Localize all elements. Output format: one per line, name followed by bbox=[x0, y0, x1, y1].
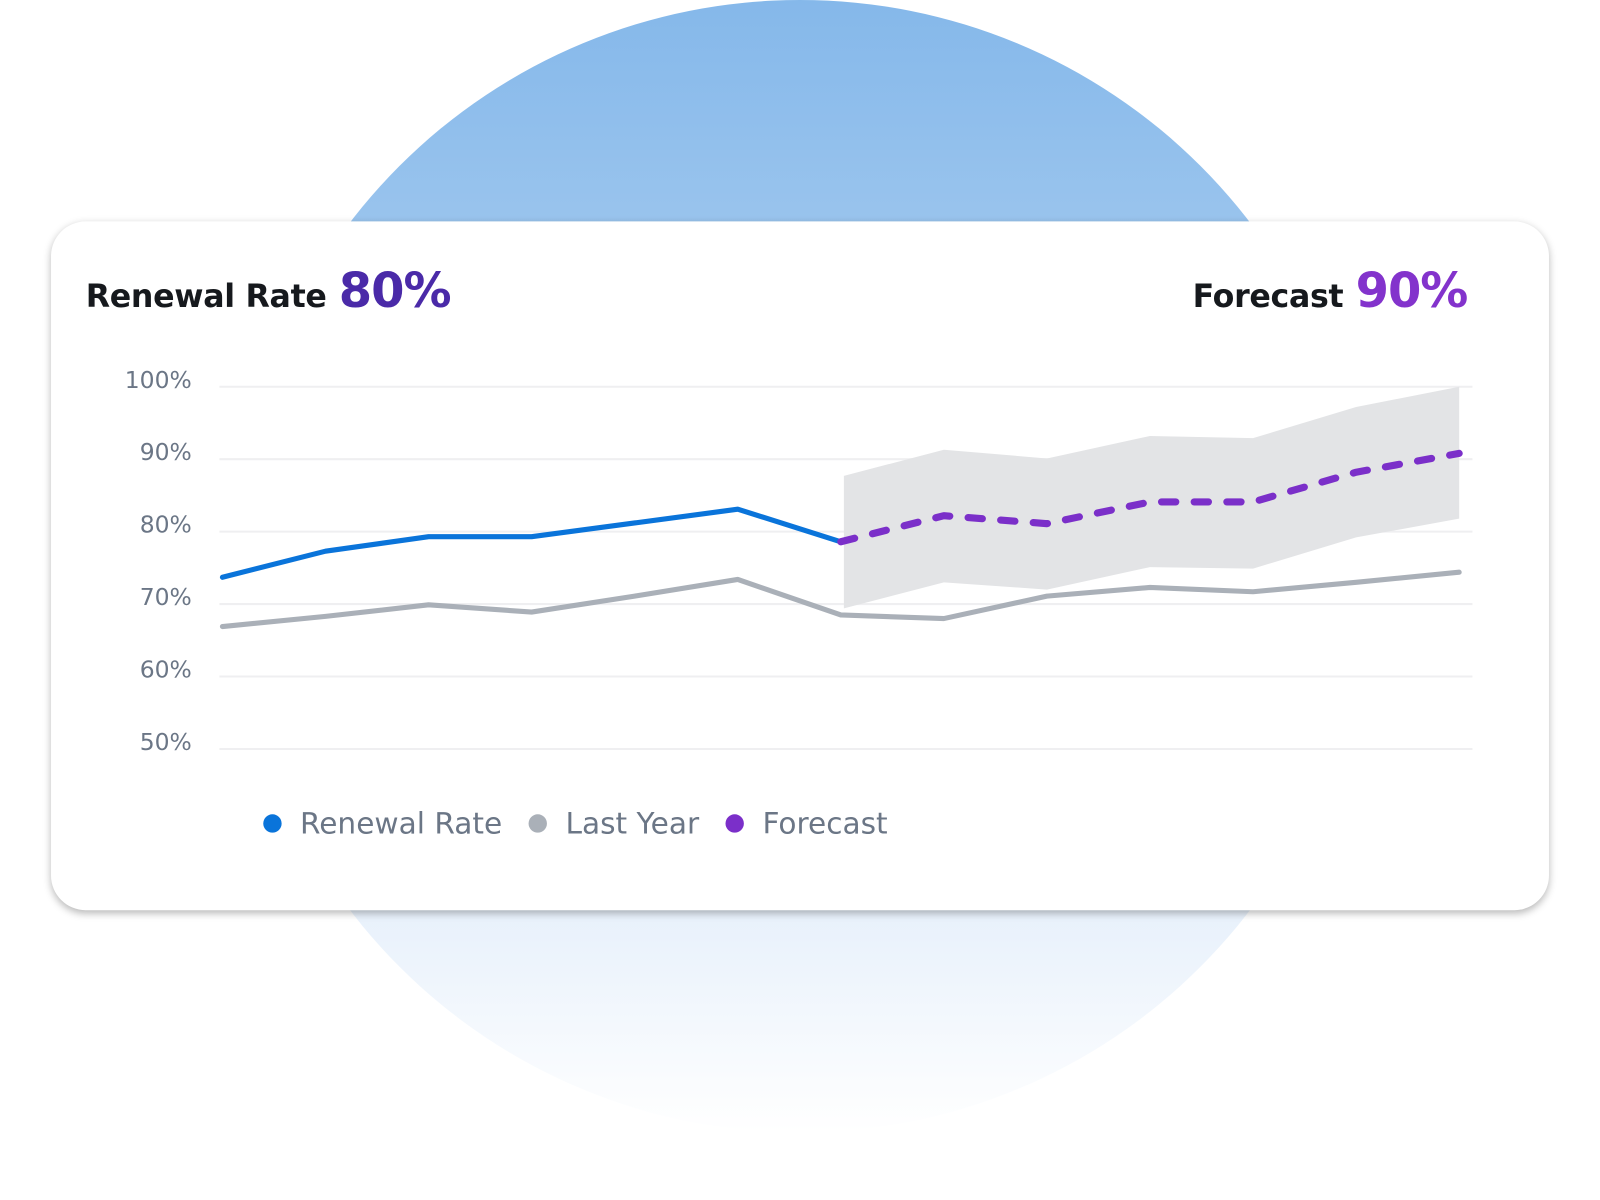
forecast-kpi: Forecast 90% bbox=[1192, 263, 1469, 320]
renewal-rate-value: 80% bbox=[338, 263, 452, 320]
legend-item-renewal-rate[interactable]: Renewal Rate bbox=[263, 806, 502, 841]
forecast-line bbox=[837, 449, 1463, 546]
forecast-value: 90% bbox=[1355, 263, 1469, 320]
last-year-dot-icon bbox=[528, 814, 548, 833]
y-tick-label: 90% bbox=[140, 438, 192, 466]
legend-label: Forecast bbox=[762, 806, 888, 841]
renewal-rate-dot-icon bbox=[263, 814, 282, 833]
legend-label: Last Year bbox=[565, 806, 700, 841]
renewal-rate-line bbox=[219, 506, 844, 580]
last-year-line bbox=[219, 569, 1462, 630]
legend-item-forecast[interactable]: Forecast bbox=[725, 806, 888, 841]
y-tick-label: 100% bbox=[125, 366, 192, 394]
renewal-rate-label: Renewal Rate bbox=[85, 278, 327, 316]
forecast-dot-icon bbox=[725, 814, 745, 833]
legend-item-last-year[interactable]: Last Year bbox=[528, 806, 700, 841]
y-tick-label: 70% bbox=[140, 583, 192, 611]
chart-card bbox=[51, 221, 1549, 911]
legend-label: Renewal Rate bbox=[299, 806, 503, 841]
y-tick-label: 60% bbox=[140, 656, 192, 684]
y-tick-label: 80% bbox=[140, 511, 192, 539]
forecast-confidence-band bbox=[843, 386, 1460, 609]
renewal-rate-kpi: Renewal Rate 80% bbox=[85, 263, 452, 320]
y-tick-label: 50% bbox=[140, 728, 192, 756]
forecast-label: Forecast bbox=[1192, 278, 1344, 316]
legend: Renewal Rate Last Year Forecast bbox=[263, 806, 914, 841]
